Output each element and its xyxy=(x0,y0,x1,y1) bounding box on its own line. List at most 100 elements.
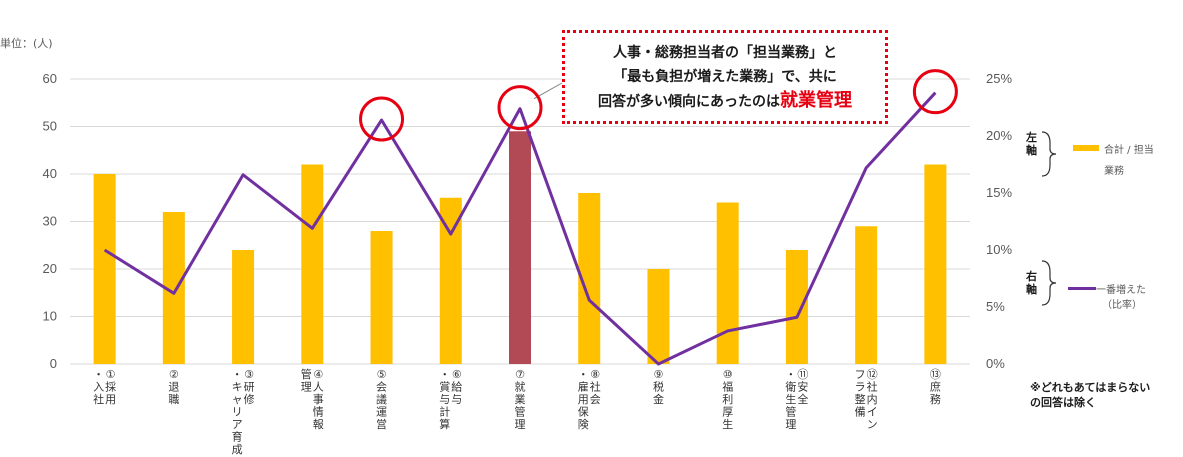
category-char: 職 xyxy=(168,393,179,406)
category-char: ⑫ xyxy=(867,368,878,381)
line-series xyxy=(103,91,937,366)
right-brace-icon xyxy=(1041,260,1057,306)
category-char: 金 xyxy=(653,392,664,406)
category-char: 社 xyxy=(867,380,878,394)
left-brace-icon xyxy=(1041,131,1057,177)
right-tick-label: 10% xyxy=(986,242,1012,257)
legend-line-label-2: （比率） xyxy=(1102,300,1142,311)
bar-series xyxy=(93,131,947,364)
left-tick-label: 50 xyxy=(43,119,57,134)
category-char: 運 xyxy=(376,406,387,419)
category-char: 税 xyxy=(653,380,664,394)
left-tick-label: 20 xyxy=(43,261,57,276)
category-char: 全 xyxy=(797,392,808,406)
legend-bar-swatch xyxy=(1073,145,1099,151)
category-label: ①採用・入社 xyxy=(93,368,116,406)
bar xyxy=(578,193,601,364)
category-char: 算 xyxy=(439,417,450,431)
callout-box: 人事・総務担当者の「担当業務」と 「最も負担が増えた業務」で、共に 回答が多い傾… xyxy=(562,30,888,124)
category-char: 管 xyxy=(301,367,312,381)
category-char: ア xyxy=(232,418,243,431)
footnote-line-2: の回答は除く xyxy=(1030,396,1096,409)
category-char: 管 xyxy=(515,405,526,419)
category-char: 生 xyxy=(785,392,796,406)
category-char: 会 xyxy=(376,381,387,394)
legend-bar-label-1: 合計 / 担当 xyxy=(1104,145,1154,156)
bar xyxy=(370,231,393,364)
category-labels: ①採用・入社②退職③研修・キャリア育成④人事情報管理⑤会議運営⑥給与・賞与計算⑦… xyxy=(93,367,941,456)
bar xyxy=(647,269,670,364)
callout-line-3: 回答が多い傾向にあったのは就業管理 xyxy=(565,89,885,114)
highlight-circle xyxy=(497,85,543,131)
category-char: ャ xyxy=(232,393,243,406)
category-char: 就 xyxy=(515,380,526,394)
left-tick-label: 10 xyxy=(43,309,57,324)
category-char: 用 xyxy=(578,393,589,406)
category-char: 与 xyxy=(439,393,450,406)
category-char: ③ xyxy=(244,368,254,381)
category-char: ⑥ xyxy=(452,368,462,381)
category-char: ① xyxy=(106,368,116,381)
category-char: 利 xyxy=(722,393,733,406)
category-char: 衛 xyxy=(785,381,796,394)
bar xyxy=(785,250,808,364)
category-char: 事 xyxy=(313,393,324,406)
category-char: イ xyxy=(867,406,878,419)
category-char: 人 xyxy=(313,381,324,394)
category-char: ⑬ xyxy=(930,368,941,381)
category-char: 育 xyxy=(232,430,243,444)
category-char: 保 xyxy=(578,405,589,419)
category-char: キ xyxy=(232,381,243,394)
category-char: ⑩ xyxy=(723,368,733,381)
category-char: 理 xyxy=(301,381,312,394)
bar xyxy=(509,131,531,364)
footnote-line-1: ※どれもあてはまらない xyxy=(1030,381,1151,394)
legend-line-label-1: 一番増えた xyxy=(1096,285,1146,296)
category-char: 成 xyxy=(232,443,243,456)
category-char: 報 xyxy=(313,418,324,431)
category-char: ⑪ xyxy=(797,368,808,381)
callout-line-3-prefix: 回答が多い傾向にあったのは xyxy=(598,94,780,110)
bar xyxy=(924,164,947,364)
category-char: ・ xyxy=(578,368,589,381)
right-axis-tag: 右軸 xyxy=(1026,270,1037,296)
category-char: フ xyxy=(855,368,866,381)
category-char: 福 xyxy=(722,380,733,394)
category-char: ⑨ xyxy=(654,368,664,381)
left-tick-label: 30 xyxy=(43,214,57,229)
category-char: ン xyxy=(867,418,878,431)
category-char: 計 xyxy=(439,405,450,419)
callout-line-2: 「最も負担が増えた業務」で、共に xyxy=(613,69,837,85)
right-tick-label: 20% xyxy=(986,128,1012,143)
highlight-circle xyxy=(359,96,405,142)
right-tick-label: 5% xyxy=(986,299,1005,314)
category-char: 業 xyxy=(515,393,526,406)
highlight-circles xyxy=(359,69,958,142)
category-char: 情 xyxy=(313,406,324,419)
category-char: ・ xyxy=(93,368,104,381)
category-char: ラ xyxy=(855,381,866,394)
category-char: 退 xyxy=(168,381,179,394)
category-char: 雇 xyxy=(578,380,589,394)
category-char: 生 xyxy=(722,417,733,431)
bar xyxy=(439,197,462,364)
left-tick-label: 40 xyxy=(43,166,57,181)
callout-highlight: 就業管理 xyxy=(780,90,852,111)
category-char: 与 xyxy=(451,393,462,406)
left-tick-label: 0 xyxy=(50,356,57,371)
right-tick-label: 15% xyxy=(986,185,1012,200)
category-char: 険 xyxy=(578,418,589,431)
category-char: 研 xyxy=(244,381,255,394)
category-char: ⑦ xyxy=(515,368,525,381)
bar xyxy=(855,226,878,364)
left-axis-tag: 左軸 xyxy=(1026,131,1037,157)
right-tick-label: 0% xyxy=(986,356,1005,371)
